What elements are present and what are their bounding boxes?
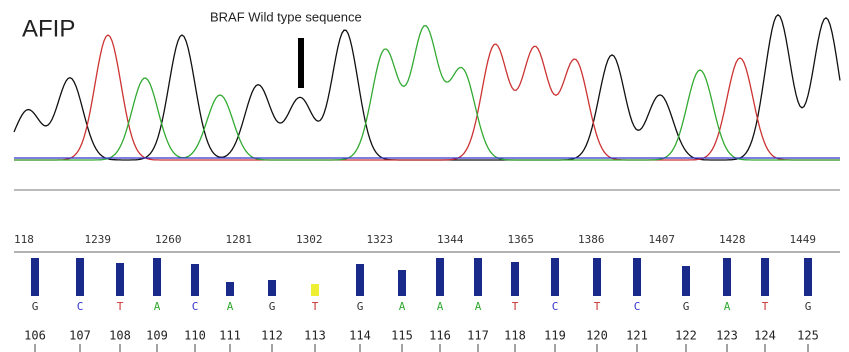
- base-index: 112: [261, 329, 283, 343]
- background: [0, 0, 849, 352]
- quality-bar: [268, 280, 276, 296]
- base-index: 109: [146, 329, 168, 343]
- base-index: 125: [797, 329, 819, 343]
- quality-bar: [436, 258, 444, 296]
- base-index: 111: [219, 329, 241, 343]
- base-letter: A: [154, 300, 161, 313]
- position-label: 1365: [508, 233, 535, 246]
- position-label: 1449: [790, 233, 817, 246]
- base-index: 118: [504, 329, 526, 343]
- base-index: 107: [69, 329, 91, 343]
- base-letter: A: [437, 300, 444, 313]
- base-letter: G: [32, 300, 39, 313]
- base-letter: T: [594, 300, 601, 313]
- quality-bar: [311, 284, 319, 296]
- base-letter: C: [77, 300, 84, 313]
- position-label: 118: [14, 233, 34, 246]
- quality-bar: [804, 258, 812, 296]
- quality-bar: [593, 258, 601, 296]
- quality-bar: [398, 270, 406, 296]
- base-letter: G: [805, 300, 812, 313]
- base-letter: T: [117, 300, 124, 313]
- quality-bar: [511, 262, 519, 296]
- base-index: 122: [675, 329, 697, 343]
- base-letter: T: [512, 300, 519, 313]
- base-letter: G: [357, 300, 364, 313]
- position-label: 1344: [437, 233, 464, 246]
- title: AFIP: [22, 15, 75, 42]
- base-letter: C: [634, 300, 641, 313]
- position-label: 1428: [719, 233, 746, 246]
- base-index: 119: [544, 329, 566, 343]
- quality-bar: [356, 264, 364, 296]
- position-label: 1407: [649, 233, 676, 246]
- quality-bar: [76, 258, 84, 296]
- position-label: 1239: [85, 233, 112, 246]
- quality-bar: [116, 263, 124, 296]
- base-index: 108: [109, 329, 131, 343]
- base-letter: T: [312, 300, 319, 313]
- base-letter: G: [683, 300, 690, 313]
- base-index: 117: [467, 329, 489, 343]
- base-index: 123: [716, 329, 738, 343]
- base-letter: A: [475, 300, 482, 313]
- quality-bar: [153, 258, 161, 296]
- base-letter: C: [192, 300, 199, 313]
- base-letter: G: [269, 300, 276, 313]
- quality-bar: [682, 266, 690, 296]
- base-index: 106: [24, 329, 46, 343]
- quality-bar: [31, 258, 39, 296]
- quality-bar: [191, 264, 199, 296]
- base-letter: T: [762, 300, 769, 313]
- quality-bar: [633, 258, 641, 296]
- annotation-marker: [298, 38, 304, 88]
- quality-bar: [551, 258, 559, 296]
- base-letter: A: [399, 300, 406, 313]
- position-label: 1260: [155, 233, 182, 246]
- base-index: 120: [586, 329, 608, 343]
- base-letter: A: [724, 300, 731, 313]
- annotation: BRAF Wild type sequence: [210, 9, 362, 24]
- position-label: 1323: [367, 233, 394, 246]
- base-index: 113: [304, 329, 326, 343]
- quality-bar: [226, 282, 234, 296]
- position-label: 1386: [578, 233, 605, 246]
- base-letter: A: [227, 300, 234, 313]
- quality-bar: [761, 258, 769, 296]
- position-label: 1281: [226, 233, 253, 246]
- base-index: 124: [754, 329, 776, 343]
- base-index: 110: [184, 329, 206, 343]
- base-letter: C: [552, 300, 559, 313]
- base-index: 121: [626, 329, 648, 343]
- position-label: 1302: [296, 233, 323, 246]
- quality-bar: [723, 258, 731, 296]
- chromatogram: AFIP BRAF Wild type sequence 118 1239 1260…: [0, 0, 849, 352]
- base-index: 114: [349, 329, 371, 343]
- base-index: 115: [391, 329, 413, 343]
- quality-bar: [474, 258, 482, 296]
- base-index: 116: [429, 329, 451, 343]
